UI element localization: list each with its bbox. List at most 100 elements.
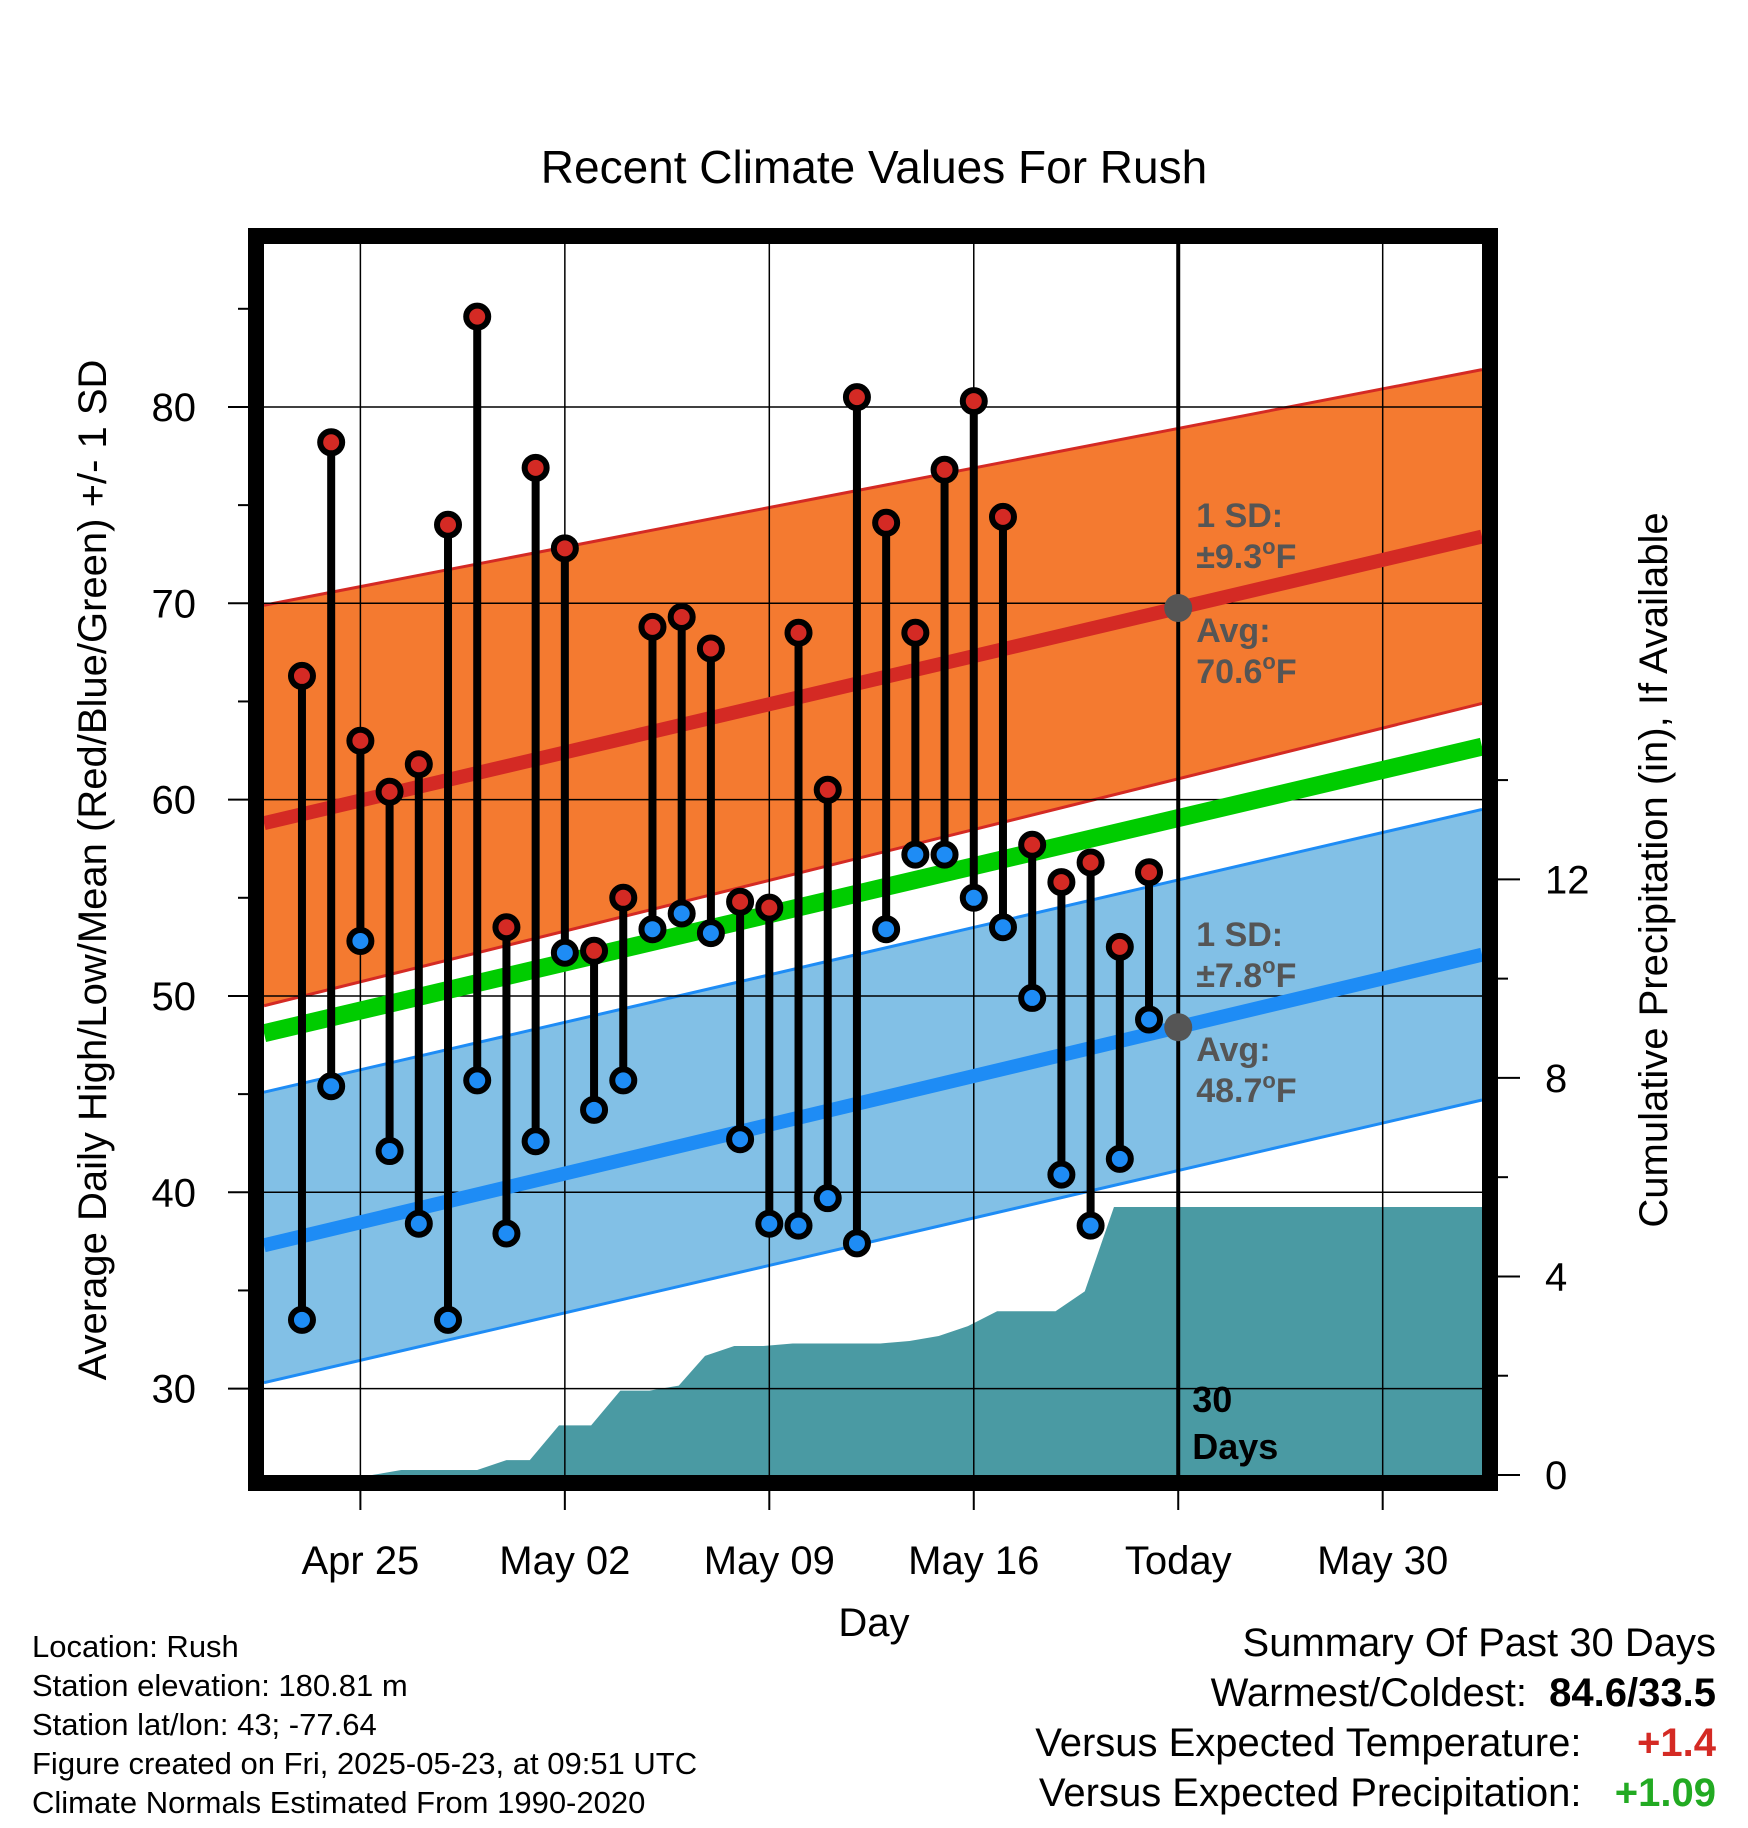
elevation-text: Station elevation: 180.81 m: [32, 1668, 408, 1703]
precip-value: +1.09: [1614, 1771, 1716, 1815]
temp-row: Versus Expected Temperature: +1.4: [1035, 1718, 1716, 1768]
obs-low-point: [463, 1066, 492, 1095]
high-sd-label: 1 SD:: [1196, 497, 1283, 535]
low-sd-value: ±7.8oF: [1196, 953, 1296, 995]
avg-mean-line: [261, 737, 1485, 1043]
low-sd-label: 1 SD:: [1196, 916, 1283, 954]
obs-high-point: [1076, 848, 1105, 877]
chart-title: Recent Climate Values For Rush: [541, 141, 1207, 193]
obs-low-point: [521, 1127, 550, 1156]
obs-high-point: [667, 603, 696, 632]
obs-high-point: [1047, 868, 1076, 897]
obs-low-point: [872, 915, 901, 944]
precip-label: Versus Expected Precipitation:: [1038, 1771, 1582, 1815]
obs-high-point: [930, 455, 959, 484]
high-avg-value: 70.6oF: [1196, 649, 1296, 691]
high-sd-value: ±9.3oF: [1196, 534, 1296, 576]
obs-low-point: [638, 915, 667, 944]
obs-low-point: [434, 1305, 463, 1334]
obs-low-point: [346, 926, 375, 955]
avg-high-line: [262, 529, 1484, 830]
obs-high-point: [317, 428, 346, 457]
high-band-lower-edge: [263, 701, 1483, 1008]
obs-low-point: [375, 1137, 404, 1166]
obs-low-point: [1105, 1144, 1134, 1173]
y2-tick-label: 8: [1545, 1057, 1567, 1101]
location-text: Location: Rush: [32, 1629, 239, 1664]
obs-low-point: [317, 1072, 346, 1101]
obs-low-point: [842, 1229, 871, 1258]
low-avg-value: 48.7oF: [1196, 1068, 1296, 1110]
obs-low-point: [988, 913, 1017, 942]
y-tick-label: 50: [152, 975, 197, 1019]
today-avg-high-marker: [1164, 594, 1193, 623]
obs-high-point: [580, 936, 609, 965]
obs-high-point: [1135, 858, 1164, 887]
x-tick-label: May 02: [499, 1539, 630, 1583]
obs-high-point: [726, 887, 755, 916]
obs-high-point: [872, 508, 901, 537]
obs-high-point: [463, 302, 492, 331]
obs-low-point: [609, 1066, 638, 1095]
obs-high-point: [550, 534, 579, 563]
high-band-upper-edge: [263, 368, 1483, 607]
obs-high-point: [813, 775, 842, 804]
obs-high-point: [609, 883, 638, 912]
y-tick-label: 40: [152, 1171, 197, 1215]
obs-low-point: [1018, 983, 1047, 1012]
x-tick-label: May 16: [908, 1539, 1039, 1583]
obs-high-point: [638, 612, 667, 641]
y2-tick-label: 12: [1545, 858, 1590, 902]
obs-low-point: [901, 840, 930, 869]
x-tick-label: Today: [1125, 1539, 1232, 1583]
obs-low-point: [784, 1211, 813, 1240]
summary-heading: Summary Of Past 30 Days: [1242, 1621, 1716, 1665]
normals-text: Climate Normals Estimated From 1990-2020: [32, 1785, 646, 1820]
obs-low-point: [755, 1209, 784, 1238]
obs-high-point: [755, 893, 784, 922]
obs-high-point: [434, 510, 463, 539]
y-tick-label: 60: [152, 779, 197, 823]
obs-high-point: [1105, 932, 1134, 961]
warmest-row: Warmest/Coldest: 84.6/33.5: [1035, 1668, 1716, 1718]
obs-low-point: [959, 883, 988, 912]
obs-low-point: [1047, 1160, 1076, 1189]
latlon-text: Station lat/lon: 43; -77.64: [32, 1707, 377, 1742]
low-avg-label: Avg:: [1196, 1031, 1270, 1069]
obs-low-point: [1135, 1005, 1164, 1034]
obs-high-point: [959, 387, 988, 416]
obs-high-point: [404, 750, 433, 779]
days-word-label: Days: [1192, 1426, 1278, 1467]
temp-label: Versus Expected Temperature:: [1035, 1721, 1582, 1765]
x-tick-label: May 30: [1317, 1539, 1448, 1583]
high-avg-label: Avg:: [1196, 612, 1270, 650]
obs-high-point: [696, 634, 725, 663]
y-tick-label: 80: [152, 386, 197, 430]
obs-low-point: [667, 899, 696, 928]
low-band-upper-edge: [263, 807, 1483, 1094]
created-text: Figure created on Fri, 2025-05-23, at 09…: [32, 1746, 698, 1781]
obs-high-point: [784, 618, 813, 647]
x-axis-label: Day: [838, 1601, 909, 1645]
y-axis-label: Average Daily High/Low/Mean (Red/Blue/Gr…: [71, 360, 115, 1381]
y-tick-label: 70: [152, 582, 197, 626]
y2-tick-label: 0: [1545, 1454, 1567, 1498]
low-band-lower-edge: [263, 1098, 1483, 1385]
obs-low-point: [813, 1184, 842, 1213]
obs-high-point: [287, 661, 316, 690]
obs-low-point: [930, 840, 959, 869]
today-avg-low-marker: [1164, 1013, 1193, 1042]
obs-high-point: [988, 502, 1017, 531]
obs-low-point: [696, 919, 725, 948]
obs-high-point: [521, 453, 550, 482]
obs-low-point: [1076, 1211, 1105, 1240]
plot-frame: [248, 228, 1498, 1491]
temp-value: +1.4: [1637, 1721, 1716, 1765]
obs-high-point: [375, 777, 404, 806]
x-tick-label: May 09: [704, 1539, 835, 1583]
obs-low-point: [287, 1305, 316, 1334]
y2-axis-label: Cumulative Precipitation (in), If Availa…: [1632, 512, 1676, 1227]
obs-low-point: [580, 1095, 609, 1124]
obs-high-point: [901, 618, 930, 647]
